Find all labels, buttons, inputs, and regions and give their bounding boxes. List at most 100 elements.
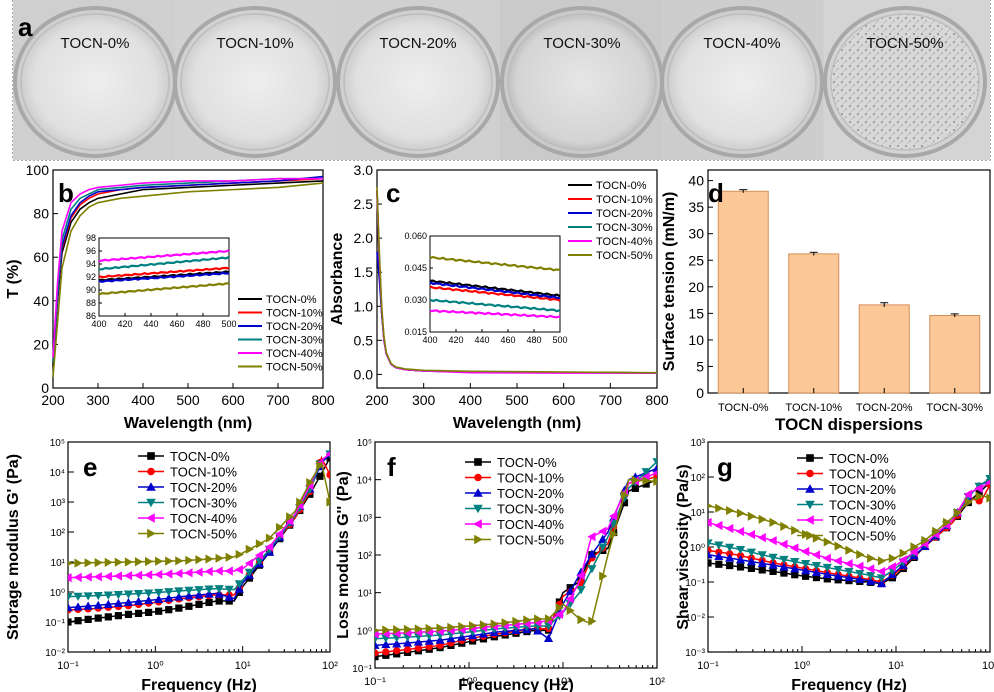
data-marker	[714, 541, 724, 550]
inset-frame	[429, 235, 561, 333]
data-marker	[145, 556, 154, 567]
x-tick-label: 500	[176, 392, 200, 408]
data-marker	[473, 488, 483, 497]
data-marker	[174, 587, 184, 596]
data-marker	[866, 576, 876, 585]
data-marker	[164, 569, 173, 579]
chart-f: 10⁻¹ 10⁰ 10¹ 10² 10⁻¹ 10⁰ 10¹ 10² 10³ 10⁴ 10⁵ Frequ…	[335, 438, 665, 692]
data-marker	[133, 589, 144, 599]
inset-series-line-5	[98, 282, 230, 296]
x-tick-label: TOCN-30%	[926, 402, 983, 414]
data-marker	[565, 594, 574, 604]
series-line-5	[376, 187, 658, 374]
data-marker	[811, 550, 821, 560]
data-marker	[801, 546, 810, 557]
data-marker	[986, 493, 990, 503]
y-tick-label: 10⁴	[357, 476, 372, 487]
data-marker	[224, 592, 234, 601]
y-axis-label: Loss modulus G'' (Pa)	[335, 471, 352, 639]
data-marker	[943, 517, 952, 527]
data-marker	[746, 548, 756, 557]
dish-label: TOCN-30%	[543, 35, 620, 52]
inset-x-tick-label: 440	[143, 319, 158, 329]
y-tick-label: 10²	[691, 473, 706, 484]
data-marker	[225, 597, 233, 605]
y-tick-label: 10⁻¹	[685, 578, 705, 589]
data-marker	[234, 584, 244, 593]
data-marker	[708, 503, 713, 509]
data-marker	[708, 539, 713, 548]
data-marker	[833, 565, 843, 575]
x-tick-label: 500	[505, 392, 529, 408]
inset-y-tick-label: 0.015	[404, 327, 427, 337]
data-marker	[598, 526, 607, 536]
data-marker	[175, 556, 184, 566]
data-marker	[215, 597, 223, 605]
data-marker	[726, 505, 735, 516]
panel-label-g: g	[717, 452, 733, 482]
data-marker	[146, 498, 156, 508]
data-marker	[145, 608, 153, 616]
data-marker	[834, 576, 842, 584]
series-line-5	[52, 182, 324, 378]
y-axis-label: Absorbance	[329, 233, 346, 326]
data-marker	[757, 558, 767, 568]
legend-entry: TOCN-30%	[596, 222, 653, 234]
inset-series-line-2	[98, 271, 230, 284]
data-marker	[154, 569, 163, 580]
x-axis-label: Wavelength (nm)	[453, 415, 581, 432]
legend-entry: TOCN-40%	[266, 348, 323, 360]
data-marker	[184, 586, 194, 595]
y-tick-label: 25	[688, 252, 704, 268]
y-tick-label: 10⁵	[50, 438, 65, 449]
bar-1	[788, 253, 840, 394]
data-marker	[921, 535, 930, 545]
data-marker	[474, 534, 483, 545]
data-marker	[375, 640, 380, 649]
plot-frame	[67, 441, 331, 653]
inset-b: 400 420 440 460 480 500 86 88 90 92 94 96 98	[86, 233, 237, 329]
data-marker	[224, 566, 233, 576]
data-marker	[620, 490, 630, 500]
legend-entry: TOCN-0%	[497, 455, 557, 470]
data-marker	[316, 461, 325, 471]
data-marker	[876, 578, 887, 588]
data-marker	[194, 567, 203, 577]
data-marker	[801, 566, 811, 575]
data-marker	[652, 463, 657, 472]
x-tick-label: 300	[86, 392, 110, 408]
inset-x-tick-label: 500	[221, 319, 236, 329]
data-marker	[147, 528, 156, 539]
data-marker	[479, 620, 489, 630]
x-tick-label: 800	[645, 392, 669, 408]
legend-entry: TOCN-50%	[170, 527, 237, 542]
data-marker	[375, 627, 380, 633]
petri-dish	[507, 13, 657, 151]
inset-c: 400 420 440 460 480 500 0.015 0.030 0.045 0.060	[404, 231, 567, 345]
legend-entry: TOCN-40%	[829, 513, 896, 528]
x-tick-label: 10¹	[555, 676, 571, 688]
petri-dish	[830, 13, 980, 151]
chart-e: 10⁻¹ 10⁰ 10¹ 10²10⁻²10⁻¹10⁰10¹10²10³10⁴10⁵F…	[5, 438, 338, 692]
data-marker	[306, 477, 315, 488]
petri-dish	[667, 13, 817, 151]
data-marker	[735, 526, 745, 537]
data-marker	[790, 564, 800, 573]
legend-entry: TOCN-0%	[829, 451, 889, 466]
x-tick-label: TOCN-20%	[856, 402, 913, 414]
data-marker	[473, 504, 483, 514]
data-marker	[566, 605, 575, 616]
data-marker	[134, 609, 143, 617]
data-marker	[424, 636, 434, 645]
y-tick-label: 0	[696, 385, 704, 401]
data-marker	[932, 526, 941, 536]
legend-entry: TOCN-20%	[266, 321, 323, 333]
data-marker	[474, 458, 482, 466]
legend-entry: TOCN-10%	[596, 194, 653, 206]
data-marker	[822, 563, 832, 573]
data-marker	[73, 592, 83, 601]
data-marker	[235, 549, 244, 560]
x-tick-label: 700	[599, 392, 623, 408]
legend-entry: TOCN-30%	[170, 496, 237, 511]
data-marker	[123, 597, 134, 607]
